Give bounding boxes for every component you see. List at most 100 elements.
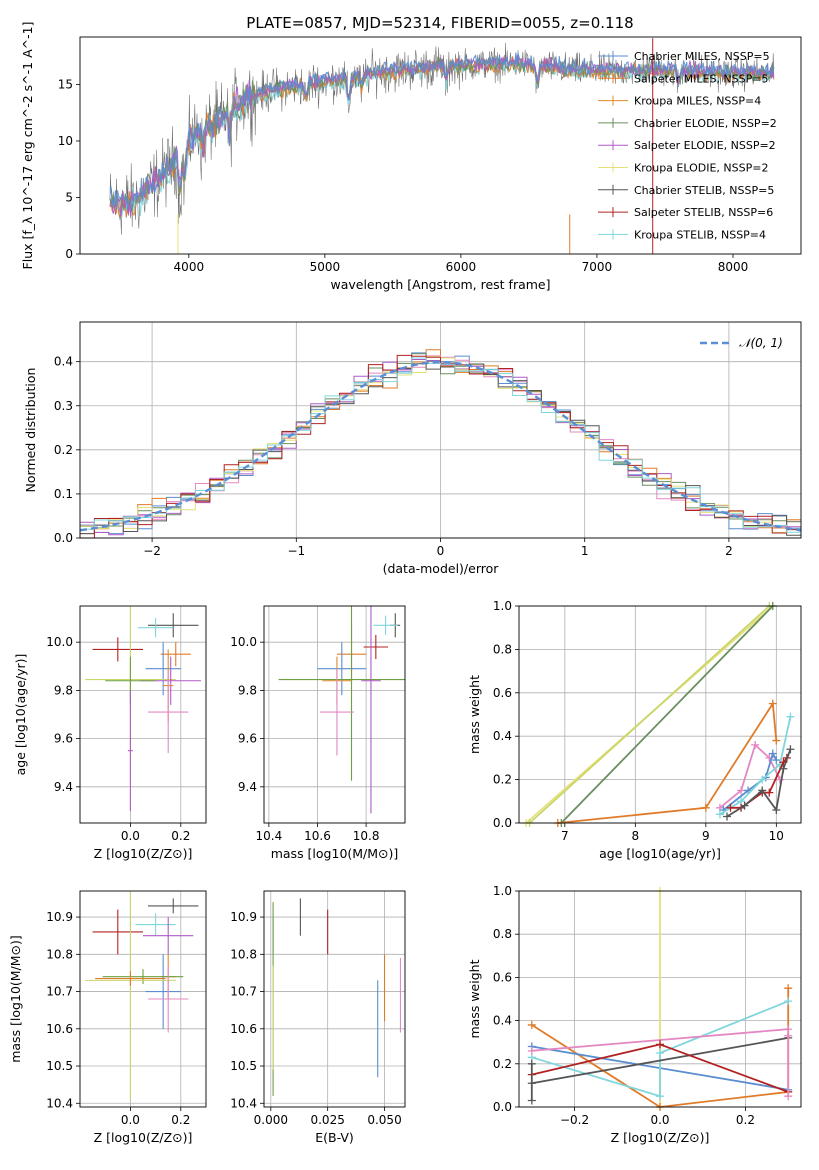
spectrum-panel: 4000 5000 6000 7000 8000 0 5 10 15 wavelength [An… [20, 22, 802, 292]
mass-weight-line [528, 605, 770, 824]
x-axis-label: E(B-V) [315, 1130, 354, 1145]
legend-label: Kroupa STELIB, NSSP=4 [634, 228, 766, 241]
legend-label: Salpeter ELODIE, NSSP=2 [634, 139, 776, 152]
y-tick-label: 0.2 [54, 443, 73, 457]
figure-title: PLATE=0857, MJD=52314, FIBERID=0055, z=0… [246, 14, 633, 32]
x-tick-label: 0.0 [650, 1113, 669, 1127]
x-tick-label: 0.2 [171, 829, 190, 843]
y-tick-label: 10.0 [46, 635, 73, 649]
y-axis-label: age [log10(age/yr)] [13, 654, 28, 776]
plus-marker [737, 786, 746, 795]
mass-weight-line [557, 700, 778, 824]
y-tick-label: 0.4 [493, 1014, 512, 1028]
x-tick-label: 0.025 [310, 1113, 344, 1127]
age-vs-metallicity-panel: 0.0 0.2 9.4 9.6 9.8 10.0 Z [log10(Z/Z⊙)] age [l… [13, 605, 207, 861]
mass-weight-line [531, 1037, 789, 1085]
plus-marker [527, 1046, 536, 1055]
mass-weight-line [560, 605, 774, 824]
axes-frame [79, 321, 802, 539]
plus-marker [527, 1020, 536, 1029]
axes-frame [79, 890, 207, 1108]
y-tick-label: 0.1 [54, 487, 73, 501]
plus-marker [784, 984, 793, 993]
y-tick-label: 0 [65, 247, 73, 261]
y-tick-label: 0.0 [54, 531, 73, 545]
y-tick-label: 1.0 [493, 884, 512, 898]
axes-frame [518, 605, 802, 824]
mass-vs-metallicity-panel: 0.0 0.2 10.4 10.5 10.6 10.7 10.8 10.9 Z [log10(Z… [8, 890, 207, 1145]
x-tick-label: 10.8 [353, 829, 380, 843]
x-tick-label: 0.050 [367, 1113, 401, 1127]
legend-label: 𝒩(0, 1) [739, 336, 783, 350]
axes-frame [79, 36, 802, 255]
y-tick-label: 1.0 [493, 599, 512, 613]
y-tick-label: 10.8 [230, 947, 257, 961]
mass-weight-line [726, 748, 792, 818]
plus-marker [768, 749, 777, 758]
plus-marker [701, 803, 710, 812]
x-tick-label: 1 [581, 544, 589, 558]
plus-marker [779, 764, 788, 773]
y-tick-label: 0.0 [493, 816, 512, 830]
residual-histogram-panel: −2 −1 0 1 2 0.0 0.1 0.2 0.3 0.4 (data-model)/error… [23, 321, 802, 576]
plus-marker [722, 812, 731, 821]
x-tick-label: −2 [143, 544, 161, 558]
plus-marker [784, 1092, 793, 1101]
model-spectrum-line [109, 52, 775, 211]
x-tick-label: 4000 [174, 260, 205, 274]
plus-marker [775, 775, 784, 784]
y-tick-label: 5 [65, 190, 73, 204]
mass-weight-line [531, 1028, 789, 1052]
legend-label: Kroupa ELODIE, NSSP=2 [634, 162, 768, 175]
mass-weight-line [531, 1000, 789, 1098]
x-tick-label: 7 [561, 829, 569, 843]
y-axis-label: Normed distribution [23, 368, 38, 493]
y-axis-label: Flux [f_λ 10^-17 erg cm^-2 s^-1 A^-1] [20, 22, 35, 270]
y-tick-label: 0.8 [493, 927, 512, 941]
y-tick-label: 9.8 [54, 683, 73, 697]
x-tick-label: −1 [287, 544, 305, 558]
y-axis-label: mass [log10(M/M⊙)] [8, 935, 23, 1063]
x-tick-label: 0.2 [171, 1113, 190, 1127]
y-tick-label: 0.6 [493, 686, 512, 700]
y-tick-label: 10.5 [46, 1059, 73, 1073]
y-axis-label: mass weight [467, 959, 482, 1038]
legend-label: Salpeter STELIB, NSSP=6 [634, 206, 773, 219]
x-axis-label: age [log10(age/yr)] [599, 846, 721, 861]
y-tick-label: 10.6 [46, 1022, 73, 1036]
y-tick-label: 0.4 [54, 355, 73, 369]
plus-marker [772, 756, 781, 765]
y-tick-label: 10.7 [230, 985, 257, 999]
plus-marker [527, 1096, 536, 1105]
age-vs-mass-panel: 10.4 10.6 10.8 9.4 9.6 9.8 10.0 mass [log10(M/M… [230, 605, 406, 861]
y-tick-label: 10.0 [230, 635, 257, 649]
x-tick-label: 6000 [446, 260, 477, 274]
legend-label: Salpeter MILES, NSSP=5 [634, 72, 768, 85]
plus-marker [772, 805, 781, 814]
mass-vs-extinction-panel: 0.000 0.025 0.050 10.4 10.5 10.6 10.7 10.8 10.9 E… [230, 890, 406, 1145]
histogram-step-line [80, 363, 801, 536]
x-tick-label: 0.2 [736, 1113, 755, 1127]
plus-marker [786, 712, 795, 721]
model-spectrum-line [109, 56, 774, 221]
y-tick-label: 9.6 [238, 732, 257, 746]
plus-marker [784, 1031, 793, 1040]
y-tick-label: 10.8 [46, 947, 73, 961]
y-tick-label: 10.9 [230, 910, 257, 924]
y-tick-label: 10 [58, 134, 73, 148]
plus-marker [726, 803, 735, 812]
x-tick-label: 10.6 [304, 829, 331, 843]
plus-marker [656, 1040, 664, 1049]
x-tick-label: 7000 [582, 260, 613, 274]
y-tick-label: 0.3 [54, 399, 73, 413]
y-tick-label: 10.7 [46, 985, 73, 999]
y-axis-label: mass weight [467, 675, 482, 754]
y-tick-label: 9.4 [54, 780, 73, 794]
plus-marker [768, 699, 777, 708]
gaussian-reference-line [79, 360, 802, 532]
plus-marker [758, 786, 767, 795]
x-tick-label: 0.0 [121, 1113, 140, 1127]
axes-frame [79, 605, 207, 824]
y-tick-label: 10.5 [230, 1059, 257, 1073]
